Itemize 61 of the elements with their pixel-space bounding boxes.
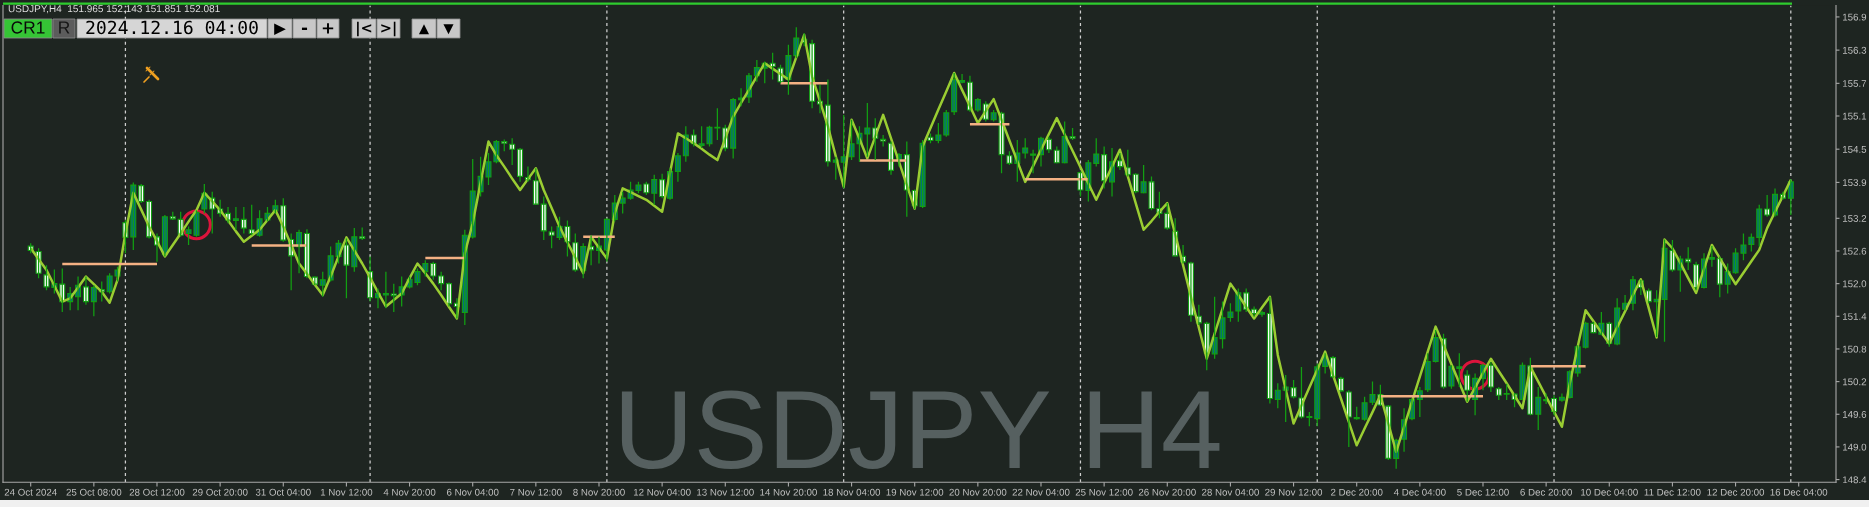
x-tick-label: 28 Nov 04:00	[1201, 488, 1259, 496]
x-tick-label: 24 Oct 2024	[4, 488, 57, 496]
annotation: -	[301, 27, 308, 30]
y-tick-label: 148.4	[1842, 476, 1867, 484]
x-tick-label: 2 Dec 20:00	[1330, 488, 1383, 496]
annotation: 2024.12.16 04:00	[86, 20, 258, 35]
annotation: R	[59, 21, 70, 34]
x-tick-label: 20 Nov 20:00	[949, 488, 1007, 496]
y-tick-label: 156.9	[1842, 13, 1867, 21]
annotation: CR1	[11, 21, 45, 34]
annotation: +	[322, 23, 334, 34]
x-tick-label: 22 Nov 04:00	[1012, 488, 1070, 496]
x-tick-label: 29 Oct 20:00	[192, 488, 248, 496]
x-tick-label: 1 Nov 12:00	[320, 488, 373, 496]
candlestick	[1030, 149, 1037, 174]
annotation: ▼	[443, 24, 454, 35]
x-tick-label: 18 Nov 04:00	[823, 488, 881, 496]
x-tick-label: 25 Nov 12:00	[1075, 488, 1133, 496]
y-tick-label: 150.2	[1842, 378, 1867, 386]
x-tick-label: 6 Nov 04:00	[446, 488, 499, 496]
x-tick-label: 4 Dec 04:00	[1393, 488, 1446, 496]
candlestick	[390, 283, 397, 313]
annotation: ▲	[418, 24, 430, 35]
candlestick	[1685, 246, 1692, 271]
x-tick-label: 8 Nov 20:00	[573, 488, 625, 496]
x-tick-label: 13 Nov 12:00	[697, 488, 754, 496]
y-tick-label: 153.2	[1842, 215, 1867, 222]
candlestick	[1093, 137, 1100, 168]
x-tick-label: 31 Oct 04:00	[255, 488, 311, 496]
x-tick-label: 25 Oct 08:00	[66, 488, 122, 496]
annotation: |<	[357, 21, 372, 37]
x-tick-label: 28 Oct 12:00	[129, 488, 185, 496]
x-tick-label: 26 Nov 20:00	[1138, 488, 1196, 496]
y-tick-label: 152.0	[1842, 280, 1867, 288]
x-tick-label: 12 Nov 04:00	[633, 488, 691, 496]
y-tick-label: 149.6	[1842, 411, 1867, 418]
annotation: >|	[381, 21, 396, 37]
chart-title: USDJPY,H4 151.965 152.143 151.851 152.081	[8, 5, 220, 14]
x-tick-label: 29 Nov 12:00	[1265, 488, 1323, 496]
annotation: USDJPY H4	[621, 390, 1220, 470]
y-tick-label: 149.0	[1842, 443, 1867, 451]
x-tick-label: 19 Nov 12:00	[886, 488, 944, 496]
y-tick-label: 156.3	[1842, 46, 1867, 54]
y-tick-label: 155.1	[1842, 112, 1867, 120]
annotation: ▶	[274, 23, 286, 36]
y-tick-label: 151.4	[1842, 313, 1867, 320]
y-tick-label: 154.5	[1842, 146, 1867, 153]
x-tick-label: 14 Nov 20:00	[760, 488, 817, 496]
x-tick-label: 7 Nov 12:00	[510, 488, 562, 496]
x-tick-label: 11 Dec 12:00	[1644, 488, 1701, 496]
x-tick-label: 6 Dec 20:00	[1520, 488, 1572, 496]
x-tick-label: 10 Dec 04:00	[1581, 488, 1638, 496]
y-tick-label: 150.8	[1842, 345, 1867, 353]
x-tick-label: 5 Dec 12:00	[1457, 488, 1509, 496]
y-tick-label: 152.6	[1842, 247, 1867, 255]
y-tick-label: 153.9	[1842, 179, 1867, 187]
y-tick-label: 155.7	[1842, 80, 1867, 87]
x-tick-label: 12 Dec 20:00	[1707, 488, 1765, 496]
x-tick-label: 16 Dec 04:00	[1770, 488, 1828, 496]
x-tick-label: 4 Nov 20:00	[383, 488, 436, 496]
candlestick	[1022, 137, 1029, 160]
